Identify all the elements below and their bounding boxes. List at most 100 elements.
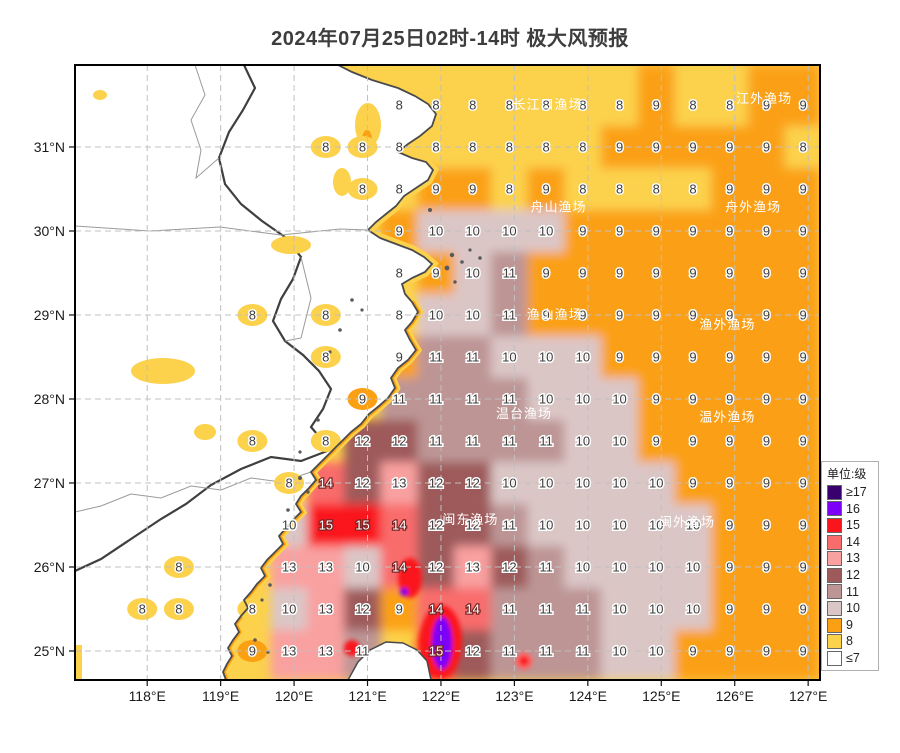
legend-row: 9 bbox=[827, 617, 878, 634]
wind-value: 8 bbox=[616, 98, 623, 113]
wind-value: 8 bbox=[249, 602, 256, 617]
wind-value: 9 bbox=[726, 182, 733, 197]
legend-row: 12 bbox=[827, 567, 878, 584]
wind-value: 8 bbox=[689, 182, 696, 197]
wind-cell bbox=[711, 630, 749, 680]
wind-value: 9 bbox=[800, 476, 807, 491]
wind-value: 11 bbox=[503, 392, 517, 407]
wind-value: 11 bbox=[503, 518, 517, 533]
wind-cell bbox=[527, 168, 565, 210]
wind-cell bbox=[747, 336, 785, 378]
wind-cell bbox=[564, 65, 602, 126]
wind-value: 10 bbox=[465, 266, 479, 281]
province-border-thin-2 bbox=[190, 65, 220, 180]
wind-value: 9 bbox=[800, 266, 807, 281]
wind-cell bbox=[307, 504, 345, 546]
legend-row: ≥17 bbox=[827, 484, 878, 501]
wind-value: 13 bbox=[465, 560, 479, 575]
wind-value: 9 bbox=[763, 434, 770, 449]
wind-cell bbox=[674, 630, 712, 680]
wind-value: 8 bbox=[726, 98, 733, 113]
lon-tick-label: 119°E bbox=[202, 688, 239, 704]
wind-value: 9 bbox=[726, 308, 733, 323]
wind-cell bbox=[674, 504, 712, 546]
lon-tick-label: 120°E bbox=[275, 688, 313, 704]
wind-value: 8 bbox=[616, 182, 623, 197]
wind-value: 12 bbox=[502, 560, 516, 575]
wind-cell bbox=[601, 588, 639, 630]
wind-value: 11 bbox=[392, 392, 406, 407]
wind-value: 12 bbox=[355, 434, 369, 449]
wind-cell bbox=[490, 168, 528, 210]
wind-value: 9 bbox=[432, 182, 439, 197]
wind-value: 15 bbox=[319, 518, 333, 533]
wind-value: 10 bbox=[539, 350, 553, 365]
wind-cell bbox=[454, 504, 492, 546]
wind-value: 9 bbox=[726, 518, 733, 533]
wind-value: 8 bbox=[396, 140, 403, 155]
wind-cell bbox=[270, 630, 308, 680]
wind-value: 10 bbox=[282, 602, 296, 617]
fishing-ground-label: 闽东渔场 bbox=[442, 512, 498, 527]
wind-value: 10 bbox=[686, 602, 700, 617]
wind-cell bbox=[784, 630, 820, 680]
wind-value: 11 bbox=[466, 392, 480, 407]
lon-tick-label: 124°E bbox=[569, 688, 607, 704]
wind-cell bbox=[784, 504, 820, 546]
wind-value: 11 bbox=[429, 350, 443, 365]
wind-cell bbox=[454, 168, 492, 210]
wind-value: 10 bbox=[649, 644, 663, 659]
wind-cell bbox=[490, 588, 528, 630]
wind-value: 9 bbox=[469, 182, 476, 197]
wind-value: 10 bbox=[539, 518, 553, 533]
wind-value: 9 bbox=[359, 392, 366, 407]
wind-cell bbox=[784, 420, 820, 462]
lat-tick-label: 31°N bbox=[34, 139, 65, 155]
wind-value: 8 bbox=[579, 140, 586, 155]
wind-cell bbox=[711, 65, 749, 126]
legend-row: 13 bbox=[827, 550, 878, 567]
lat-tick-label: 25°N bbox=[34, 643, 65, 659]
legend-swatch bbox=[827, 584, 842, 600]
wind-value: 12 bbox=[465, 518, 479, 533]
wind-value: 9 bbox=[543, 308, 550, 323]
wind-value: 11 bbox=[503, 644, 517, 659]
wind-cell bbox=[674, 588, 712, 630]
wind-value: 9 bbox=[800, 560, 807, 575]
wind-cell bbox=[527, 252, 565, 294]
wind-value: 11 bbox=[503, 266, 517, 281]
wind-value: 8 bbox=[175, 602, 182, 617]
wind-cell bbox=[747, 252, 785, 294]
wind-value: 11 bbox=[576, 602, 590, 617]
wind-value: 10 bbox=[576, 392, 590, 407]
wind-value: 9 bbox=[800, 308, 807, 323]
wind-value: 11 bbox=[539, 602, 553, 617]
wind-value: 10 bbox=[612, 644, 626, 659]
wind-value: 9 bbox=[396, 350, 403, 365]
wind-value: 11 bbox=[503, 308, 517, 323]
legend-label: 8 bbox=[846, 634, 853, 649]
wind-value: 9 bbox=[689, 266, 696, 281]
wind-value: 13 bbox=[282, 644, 296, 659]
wind-value: 11 bbox=[503, 602, 517, 617]
wind-value: 10 bbox=[612, 434, 626, 449]
wind-value: 9 bbox=[726, 602, 733, 617]
wind-value: 8 bbox=[432, 98, 439, 113]
page-title: 2024年07月25日02时-14时 极大风预报 bbox=[271, 28, 629, 50]
land-wind-patch bbox=[310, 430, 341, 452]
wind-cell bbox=[784, 168, 820, 210]
lat-tick-label: 28°N bbox=[34, 391, 65, 407]
fishing-ground-label: 闽外渔场 bbox=[659, 514, 715, 529]
wind-value: 10 bbox=[502, 476, 516, 491]
lon-tick-label: 123°E bbox=[495, 688, 533, 704]
wind-value: 10 bbox=[576, 434, 590, 449]
wind-value: 8 bbox=[396, 308, 403, 323]
wind-value: 14 bbox=[429, 602, 443, 617]
wind-value: 11 bbox=[503, 434, 517, 449]
fishing-ground-label: 舟外渔场 bbox=[725, 199, 781, 214]
wind-cell bbox=[344, 504, 382, 546]
wind-value: 10 bbox=[612, 476, 626, 491]
wind-cell bbox=[417, 420, 455, 462]
wind-cell bbox=[454, 336, 492, 378]
wind-cell bbox=[454, 252, 492, 294]
